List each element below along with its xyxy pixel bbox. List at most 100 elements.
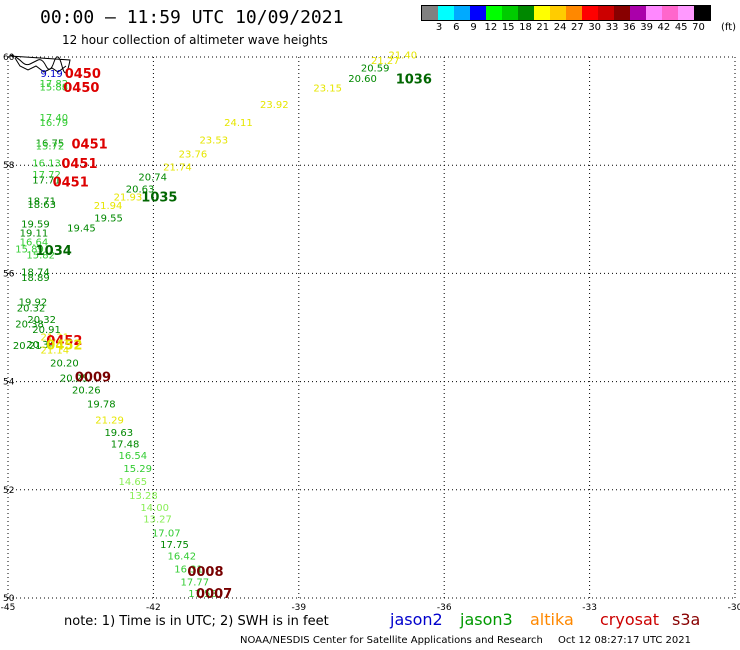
lat-tick-label: 50 [3, 594, 15, 604]
wave-height-label: 20.25 [60, 374, 89, 385]
color-legend: (ft) 3 6 9 12 15 18 21 24 27 30 33 36 39 42 45 70 [421, 5, 736, 33]
wave-height-label: 14.65 [119, 477, 148, 488]
pass-time-label: 1036 [396, 73, 432, 88]
pass-time-label: 0450 [63, 81, 99, 96]
legend-tick-label: 18 [519, 22, 532, 33]
pass-time-label: 0452 [46, 339, 82, 354]
wave-height-label: 17.07 [152, 528, 181, 539]
lat-tick-label: 56 [3, 269, 15, 279]
legend-unit: (ft) [721, 22, 737, 33]
wave-height-label: 16.75 [36, 138, 65, 149]
legend-labels: (ft) 3 6 9 12 15 18 21 24 27 30 33 36 39 42 45 70 [421, 22, 740, 34]
legend-swatch [662, 6, 678, 20]
wave-height-label: 20.26 [72, 386, 101, 397]
legend-swatch [486, 6, 502, 20]
lon-tick-label: -45 [1, 603, 16, 613]
pass-time-label: 0009 [75, 371, 111, 386]
legend-swatch [502, 6, 518, 20]
wave-height-label: 16.42 [167, 552, 196, 563]
wave-height-label: 17.58 [188, 589, 217, 600]
wave-height-label: 19.45 [67, 224, 96, 235]
wave-height-label: 15.72 [36, 142, 65, 153]
lon-tick-label: -42 [146, 603, 161, 613]
legend-swatch [598, 6, 614, 20]
wave-height-label: 23.76 [179, 150, 208, 161]
wave-height-label: 18.63 [27, 200, 56, 211]
wave-height-label: 19.92 [19, 297, 48, 308]
pass-time-label: 0450 [65, 67, 101, 82]
lat-tick-label: 60 [3, 53, 15, 63]
pass-time-label: 0451 [61, 157, 97, 172]
legend-tick-label: 12 [484, 22, 498, 33]
legend-swatch [566, 6, 582, 20]
legend-swatch [694, 6, 710, 20]
wave-height-label: 16.31 [174, 565, 203, 576]
wave-height-label: 20.74 [138, 172, 167, 183]
footer-source: NOAA/NESDIS Center for Satellite Applica… [240, 635, 543, 646]
legend-swatch [630, 6, 646, 20]
pass-time-label: 1035 [141, 190, 177, 205]
lon-tick-label: -36 [437, 603, 452, 613]
legend-tick-label: 33 [605, 22, 619, 33]
pass-time-label: 1034 [36, 244, 72, 259]
wave-height-label: 21.94 [94, 201, 123, 212]
wave-height-label: 21.14 [40, 345, 69, 356]
legend-swatch [454, 6, 470, 20]
lon-tick-label: -33 [582, 603, 597, 613]
wave-height-label: 19.11 [20, 229, 49, 240]
legend-tick-label: 27 [571, 22, 584, 33]
legend-tick-label: 15 [501, 22, 515, 33]
legend-tick-label: 3 [435, 22, 443, 33]
legend-swatch [614, 6, 630, 20]
legend-swatch [470, 6, 486, 20]
wave-height-label: 18.74 [21, 268, 50, 279]
wave-height-label: 9.19 [40, 69, 62, 80]
legend-tick-label: 36 [622, 22, 636, 33]
wave-readings: 9.1917.8215.8817.4016.7916.7515.7216.131… [13, 51, 417, 600]
wave-height-label: 21.27 [371, 56, 400, 67]
wave-height-label: 21.93 [114, 192, 143, 203]
wave-height-label: 21.40 [388, 51, 417, 62]
wave-height-label: 17.75 [160, 540, 189, 551]
satellite-label-cryosat: cryosat [600, 610, 660, 629]
wave-height-label: 16.13 [32, 158, 61, 169]
wave-height-label: 16.79 [40, 118, 69, 129]
wave-height-label: 17.71 [32, 176, 61, 187]
wave-height-label: 19.59 [21, 219, 50, 230]
legend-swatch [550, 6, 566, 20]
wave-height-label: 21.31 [40, 332, 69, 343]
pass-time-label: 0452 [46, 334, 82, 349]
satellite-label-altika: altika [530, 610, 574, 629]
lat-tick-label: 52 [3, 486, 14, 496]
legend-swatch [582, 6, 598, 20]
wave-height-label: 17.77 [181, 578, 210, 589]
legend-tick-label: 9 [470, 22, 477, 33]
note-text: note: 1) Time is in UTC; 2) SWH is in fe… [64, 614, 329, 629]
wave-height-label: 19.55 [94, 213, 123, 224]
wave-height-label: 23.53 [199, 136, 228, 147]
wave-height-label: 21.74 [163, 163, 192, 174]
pass-time-label: 0008 [187, 565, 223, 580]
wave-height-label: 20.32 [27, 315, 56, 326]
legend-swatch [422, 6, 438, 20]
wave-height-label: 13.28 [129, 491, 158, 502]
wave-height-label: 24.11 [224, 118, 253, 129]
wave-height-label: 20.20 [50, 358, 79, 369]
wave-height-label: 17.72 [32, 170, 61, 181]
wave-height-label: 19.63 [104, 428, 133, 439]
footer-date: Oct 12 08:27:17 UTC 2021 [558, 635, 691, 646]
wave-height-label: 20.21 [13, 341, 42, 352]
wave-height-label: 20.38 [15, 320, 44, 331]
wave-height-label: 20.63 [126, 184, 155, 195]
wave-height-label: 15.89 [15, 244, 44, 255]
legend-swatch [646, 6, 662, 20]
wave-height-label: 20.59 [361, 64, 390, 75]
wave-height-label: 18.89 [21, 273, 50, 284]
pass-time-label: 0451 [53, 175, 89, 190]
wave-height-label: 14.00 [140, 503, 169, 514]
wave-height-label: 21.29 [95, 415, 124, 426]
legend-tick-label: 45 [674, 22, 688, 33]
wave-height-label: 16.64 [20, 237, 49, 248]
